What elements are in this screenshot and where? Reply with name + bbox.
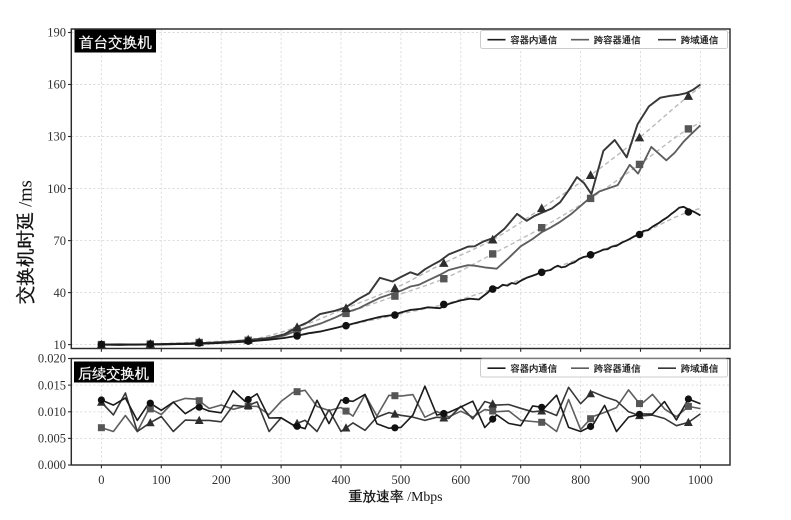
svg-text:190: 190 bbox=[47, 26, 66, 40]
svg-text:800: 800 bbox=[571, 473, 590, 487]
svg-text:400: 400 bbox=[332, 473, 351, 487]
svg-text:0.000: 0.000 bbox=[38, 458, 66, 472]
svg-text:300: 300 bbox=[272, 473, 291, 487]
svg-text:/ms: /ms bbox=[17, 180, 37, 211]
svg-text:100: 100 bbox=[152, 473, 171, 487]
svg-text:100: 100 bbox=[47, 182, 66, 196]
svg-text:0.015: 0.015 bbox=[38, 378, 66, 392]
svg-text:40: 40 bbox=[54, 286, 67, 300]
svg-text:500: 500 bbox=[392, 473, 411, 487]
svg-text:160: 160 bbox=[47, 78, 66, 92]
svg-text:0.020: 0.020 bbox=[38, 352, 66, 366]
svg-text:0: 0 bbox=[98, 473, 104, 487]
svg-text:900: 900 bbox=[631, 473, 650, 487]
svg-text:700: 700 bbox=[511, 473, 530, 487]
svg-text:600: 600 bbox=[451, 473, 470, 487]
svg-text:1000: 1000 bbox=[688, 473, 713, 487]
svg-text:70: 70 bbox=[54, 234, 67, 248]
svg-text:10: 10 bbox=[54, 338, 67, 352]
svg-text:/Mbps: /Mbps bbox=[404, 489, 443, 504]
svg-text:200: 200 bbox=[212, 473, 231, 487]
svg-text:0.005: 0.005 bbox=[38, 432, 66, 446]
svg-text:0.010: 0.010 bbox=[38, 405, 66, 419]
svg-text:130: 130 bbox=[47, 130, 66, 144]
